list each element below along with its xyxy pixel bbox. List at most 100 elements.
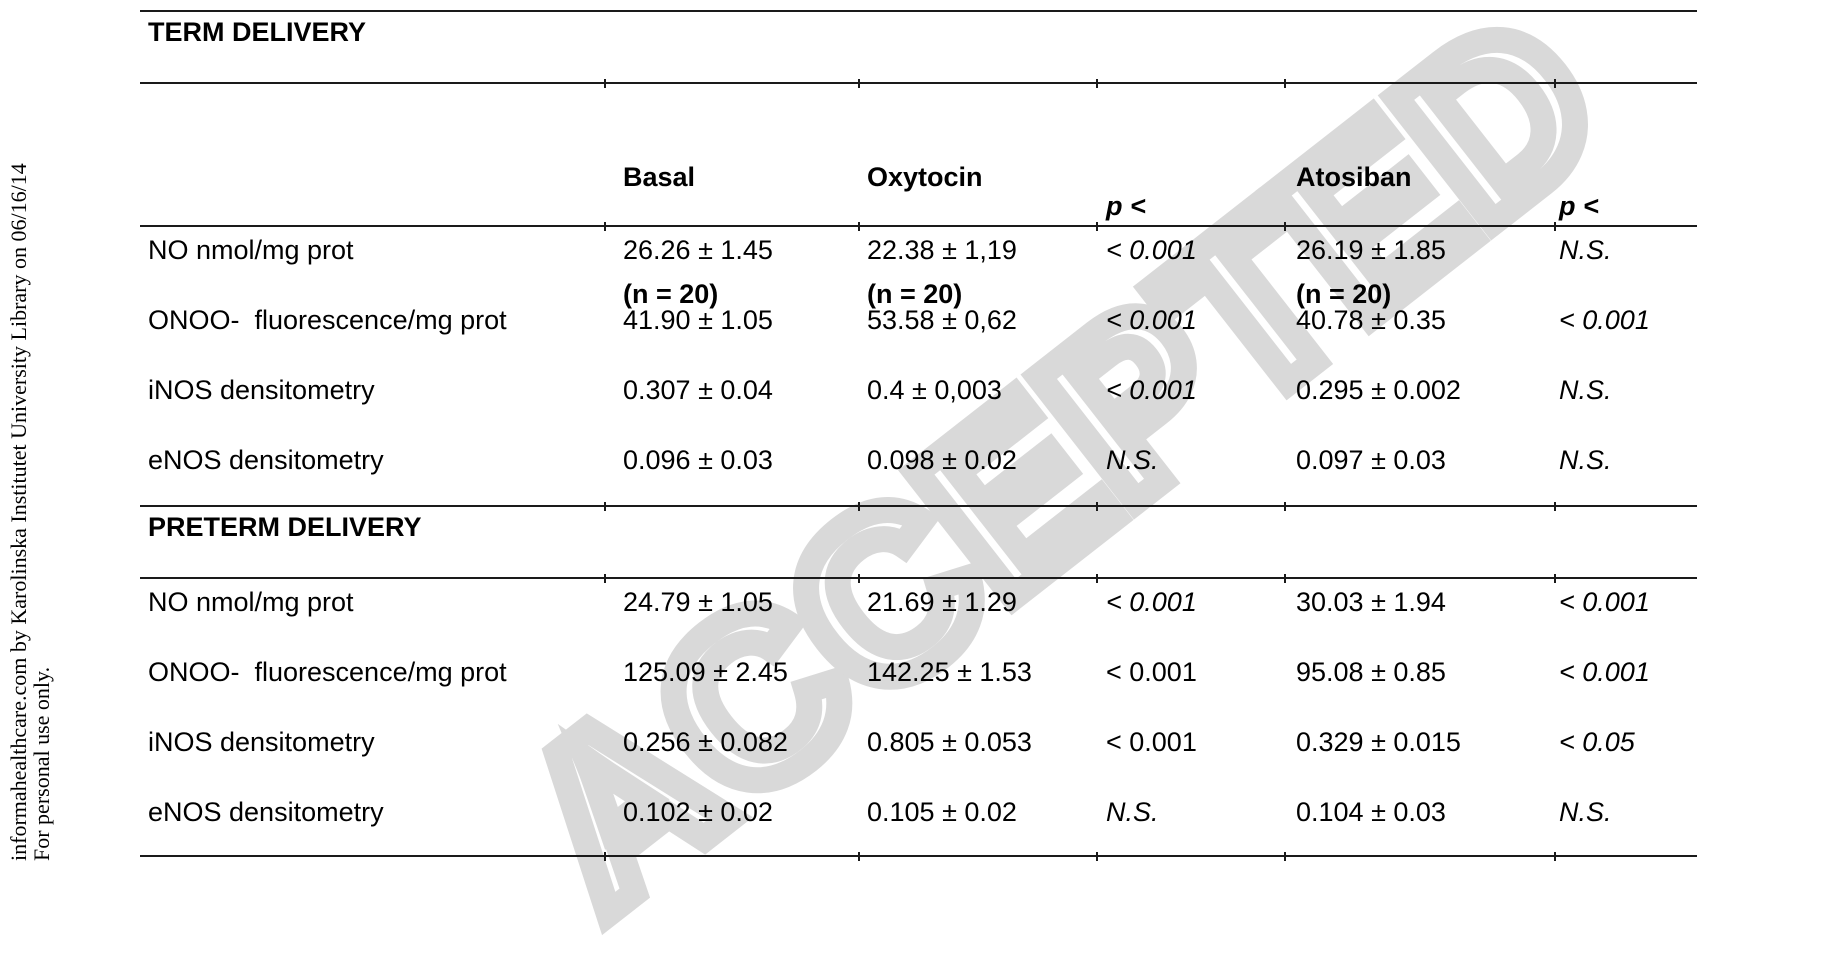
header-atosiban-n: (n = 20)	[1296, 279, 1392, 309]
row-label: ONOO- fluorescence/mg prot	[148, 657, 507, 687]
header-oxytocin-name: Oxytocin	[867, 162, 983, 192]
table-row: iNOS densitometry 0.256 ± 0.082 0.805 ± …	[140, 717, 1697, 787]
column-tick	[858, 79, 860, 88]
p-value-atosiban: < 0.001	[1559, 587, 1650, 617]
table-row: ONOO- fluorescence/mg prot 125.09 ± 2.45…	[140, 647, 1697, 717]
atosiban-value: 40.78 ± 0.35	[1296, 305, 1446, 335]
p-value-atosiban: < 0.001	[1559, 657, 1650, 687]
table-rule	[140, 10, 1697, 12]
column-tick	[1096, 222, 1098, 231]
oxytocin-value: 0.4 ± 0,003	[867, 375, 1002, 405]
column-tick	[1284, 852, 1286, 861]
table-row: NO nmol/mg prot 26.26 ± 1.45 22.38 ± 1,1…	[140, 225, 1697, 295]
p-value-oxytocin: < 0.001	[1106, 235, 1197, 265]
p-value-oxytocin: < 0.001	[1106, 375, 1197, 405]
column-tick	[858, 852, 860, 861]
column-tick	[1284, 79, 1286, 88]
table-row: eNOS densitometry 0.102 ± 0.02 0.105 ± 0…	[140, 787, 1697, 857]
column-tick	[858, 222, 860, 231]
atosiban-value: 0.295 ± 0.002	[1296, 375, 1461, 405]
column-tick	[604, 574, 606, 583]
section-title-preterm: PRETERM DELIVERY	[148, 512, 422, 542]
row-label: iNOS densitometry	[148, 375, 375, 405]
table-row: ONOO- fluorescence/mg prot 41.90 ± 1.05 …	[140, 295, 1697, 365]
header-basal: Basal (n = 20)	[604, 82, 858, 373]
basal-value: 0.102 ± 0.02	[623, 797, 773, 827]
table-rule	[140, 505, 1697, 507]
table-row: eNOS densitometry 0.096 ± 0.03 0.098 ± 0…	[140, 435, 1697, 505]
oxytocin-value: 142.25 ± 1.53	[867, 657, 1032, 687]
oxytocin-value: 0.805 ± 0.053	[867, 727, 1032, 757]
header-oxytocin: Oxytocin (n = 20)	[858, 82, 1096, 373]
column-tick	[1096, 574, 1098, 583]
column-tick	[1554, 79, 1556, 88]
p-value-oxytocin: < 0.001	[1106, 657, 1197, 687]
row-label: ONOO- fluorescence/mg prot	[148, 305, 507, 335]
p-value-atosiban: N.S.	[1559, 235, 1612, 265]
table-row: iNOS densitometry 0.307 ± 0.04 0.4 ± 0,0…	[140, 365, 1697, 435]
column-tick	[604, 79, 606, 88]
atosiban-value: 0.329 ± 0.015	[1296, 727, 1461, 757]
p-value-atosiban: < 0.05	[1559, 727, 1635, 757]
table-header-row: Basal (n = 20) Oxytocin (n = 20) p < Ato…	[140, 82, 1697, 309]
column-tick	[604, 222, 606, 231]
p-value-atosiban: < 0.001	[1559, 305, 1650, 335]
term-delivery-rows: NO nmol/mg prot 26.26 ± 1.45 22.38 ± 1,1…	[140, 225, 1697, 505]
column-tick	[1096, 852, 1098, 861]
basal-value: 0.256 ± 0.082	[623, 727, 788, 757]
atosiban-value: 26.19 ± 1.85	[1296, 235, 1446, 265]
header-oxytocin-n: (n = 20)	[867, 279, 963, 309]
p-value-oxytocin: N.S.	[1106, 797, 1159, 827]
header-atosiban-name: Atosiban	[1296, 162, 1412, 192]
oxytocin-value: 0.098 ± 0.02	[867, 445, 1017, 475]
row-label: NO nmol/mg prot	[148, 587, 354, 617]
basal-value: 0.307 ± 0.04	[623, 375, 773, 405]
column-tick	[1096, 79, 1098, 88]
table-rule	[140, 82, 1697, 84]
basal-value: 125.09 ± 2.45	[623, 657, 788, 687]
column-tick	[1284, 502, 1286, 511]
library-attribution: informahealthcare.com by Karolinska Inst…	[6, 45, 54, 861]
column-tick	[858, 574, 860, 583]
results-table: TERM DELIVERY Basal (n = 20) Oxytocin (n…	[140, 10, 1697, 861]
library-attribution-line1: informahealthcare.com by Karolinska Inst…	[6, 163, 31, 861]
header-atosiban: Atosiban (n = 20)	[1284, 82, 1554, 373]
column-tick	[1096, 502, 1098, 511]
column-tick	[1554, 574, 1556, 583]
basal-value: 26.26 ± 1.45	[623, 235, 773, 265]
p-value-oxytocin: N.S.	[1106, 445, 1159, 475]
oxytocin-value: 53.58 ± 0,62	[867, 305, 1017, 335]
atosiban-value: 30.03 ± 1.94	[1296, 587, 1446, 617]
atosiban-value: 95.08 ± 0.85	[1296, 657, 1446, 687]
table-rule	[140, 225, 1697, 227]
column-tick	[604, 852, 606, 861]
table-rule	[140, 577, 1697, 579]
header-basal-name: Basal	[623, 162, 696, 192]
section-preterm-delivery: PRETERM DELIVERY	[140, 505, 1697, 577]
p-value-oxytocin: < 0.001	[1106, 587, 1197, 617]
row-label: NO nmol/mg prot	[148, 235, 354, 265]
atosiban-value: 0.097 ± 0.03	[1296, 445, 1446, 475]
basal-value: 41.90 ± 1.05	[623, 305, 773, 335]
header-p-oxytocin-label: p <	[1106, 191, 1146, 221]
p-value-atosiban: N.S.	[1559, 375, 1612, 405]
column-tick	[858, 502, 860, 511]
column-tick	[1284, 222, 1286, 231]
header-p-oxytocin: p <	[1096, 82, 1284, 373]
column-tick	[604, 502, 606, 511]
p-value-atosiban: N.S.	[1559, 445, 1612, 475]
p-value-oxytocin: < 0.001	[1106, 727, 1197, 757]
column-tick	[1554, 502, 1556, 511]
preterm-delivery-rows: NO nmol/mg prot 24.79 ± 1.05 21.69 ± 1.2…	[140, 577, 1697, 857]
header-p-atosiban: p <	[1554, 82, 1697, 373]
p-value-atosiban: N.S.	[1559, 797, 1612, 827]
library-attribution-line2: For personal use only.	[29, 666, 54, 861]
header-basal-n: (n = 20)	[623, 279, 719, 309]
oxytocin-value: 0.105 ± 0.02	[867, 797, 1017, 827]
table-rule	[140, 855, 1697, 857]
section-title-term: TERM DELIVERY	[148, 17, 367, 47]
row-label: eNOS densitometry	[148, 797, 384, 827]
p-value-oxytocin: < 0.001	[1106, 305, 1197, 335]
column-tick	[1554, 222, 1556, 231]
column-tick	[1284, 574, 1286, 583]
